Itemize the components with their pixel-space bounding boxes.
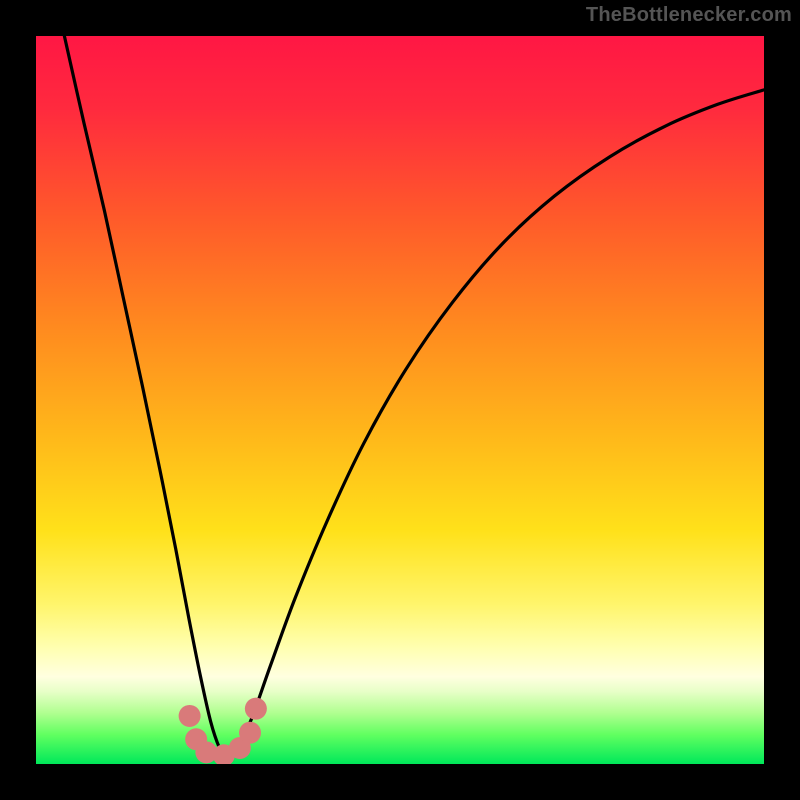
valley-marker-5 [239,722,261,744]
bottleneck-curve-chart [0,0,800,800]
valley-marker-6 [245,698,267,720]
chart-stage: TheBottlenecker.com [0,0,800,800]
watermark-text: TheBottlenecker.com [586,4,792,27]
valley-marker-0 [179,705,201,727]
